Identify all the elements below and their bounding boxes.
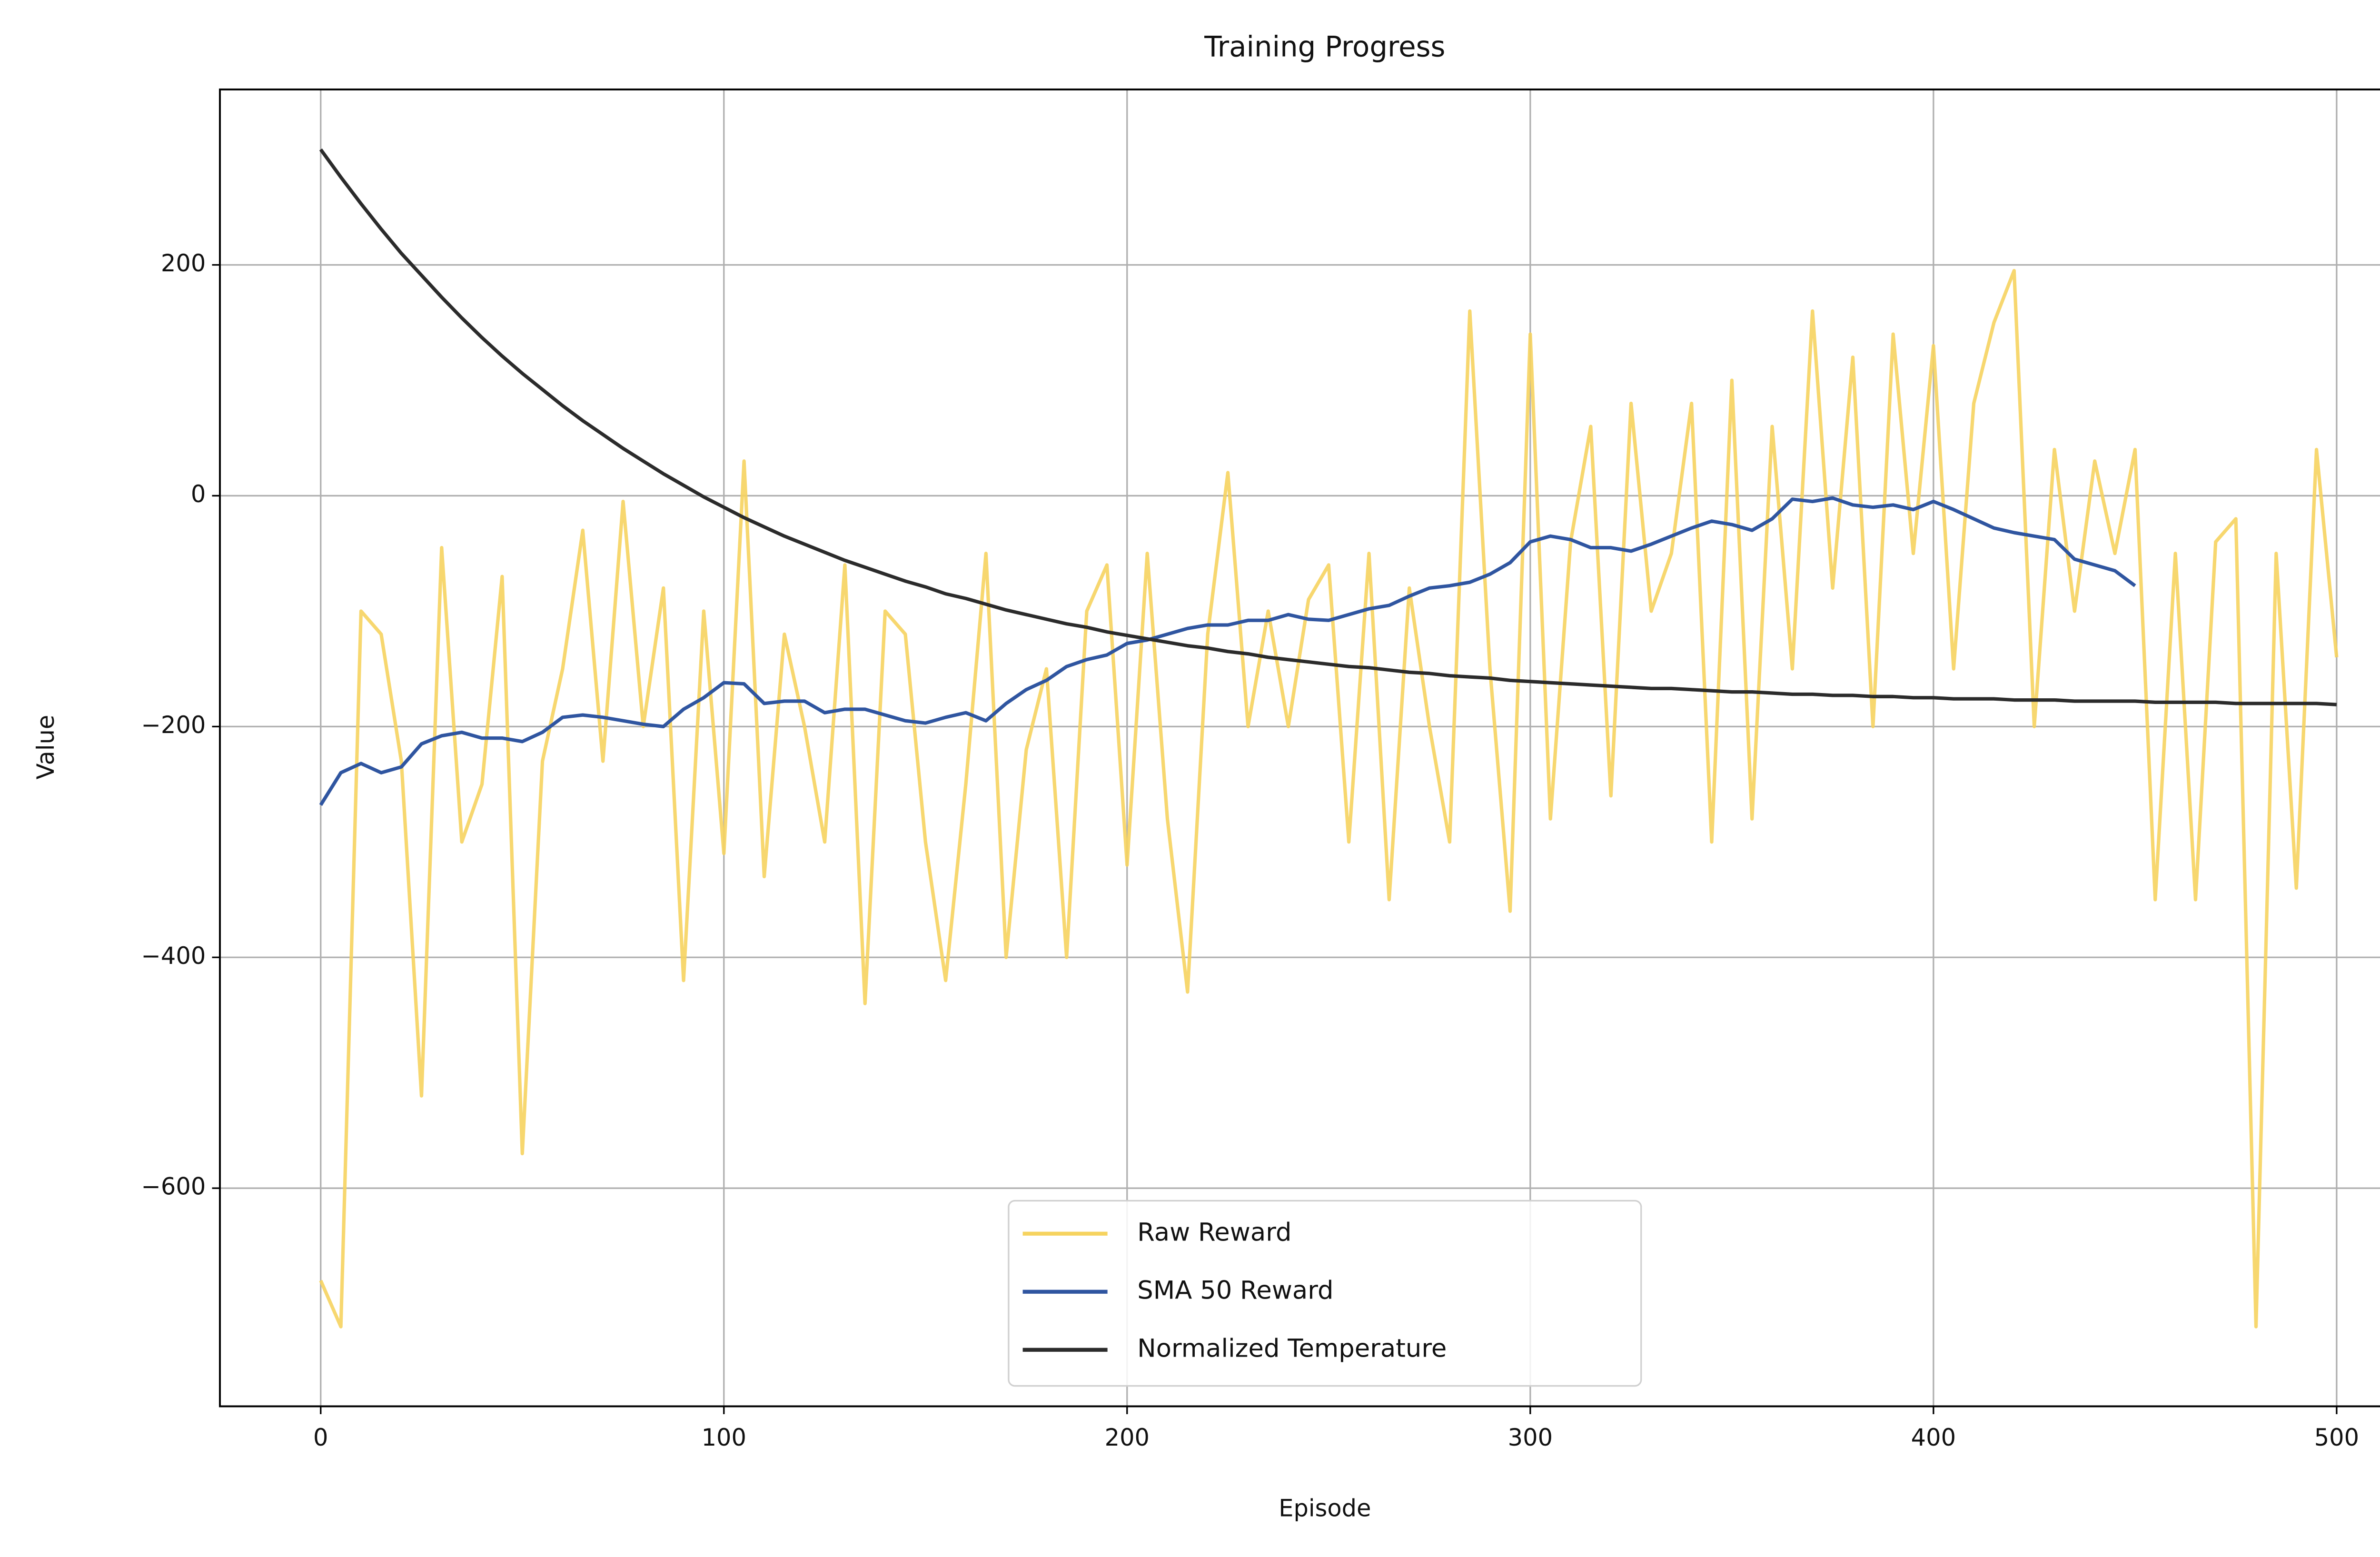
axes-layer: 0 100 200 300 400 500 −600 −400 −200 0 200	[141, 249, 2359, 1451]
legend-label: Normalized Temperature	[1137, 1334, 1447, 1363]
legend-label: Raw Reward	[1137, 1218, 1291, 1247]
x-axis-label: Episode	[1279, 1495, 1371, 1522]
chart-title: Training Progress	[1204, 30, 1445, 63]
x-tick-label: 300	[1508, 1424, 1553, 1451]
lines-layer	[319, 148, 2339, 1329]
plot-frame	[219, 88, 2380, 1408]
y-tick-label: −600	[141, 1173, 206, 1200]
y-axis-label: Value	[32, 715, 60, 780]
legend-label: SMA 50 Reward	[1137, 1276, 1333, 1305]
series-line	[319, 148, 2337, 706]
x-tick-label: 0	[313, 1424, 328, 1451]
y-tick-label: 0	[191, 480, 206, 508]
x-tick-label: 400	[1911, 1424, 1956, 1451]
series-line	[319, 269, 2339, 1329]
y-tick-label: −400	[141, 942, 206, 970]
legend-box	[1008, 1200, 1642, 1387]
x-tick-label: 200	[1105, 1424, 1150, 1451]
y-tick-label: −200	[141, 711, 206, 739]
legend: Raw Reward SMA 50 Reward Normalized Temper…	[1008, 1200, 1642, 1387]
x-tick-label: 100	[702, 1424, 746, 1451]
x-tick-label: 500	[2314, 1424, 2359, 1451]
y-tick-label: 200	[161, 249, 206, 277]
series-line	[319, 496, 2136, 806]
